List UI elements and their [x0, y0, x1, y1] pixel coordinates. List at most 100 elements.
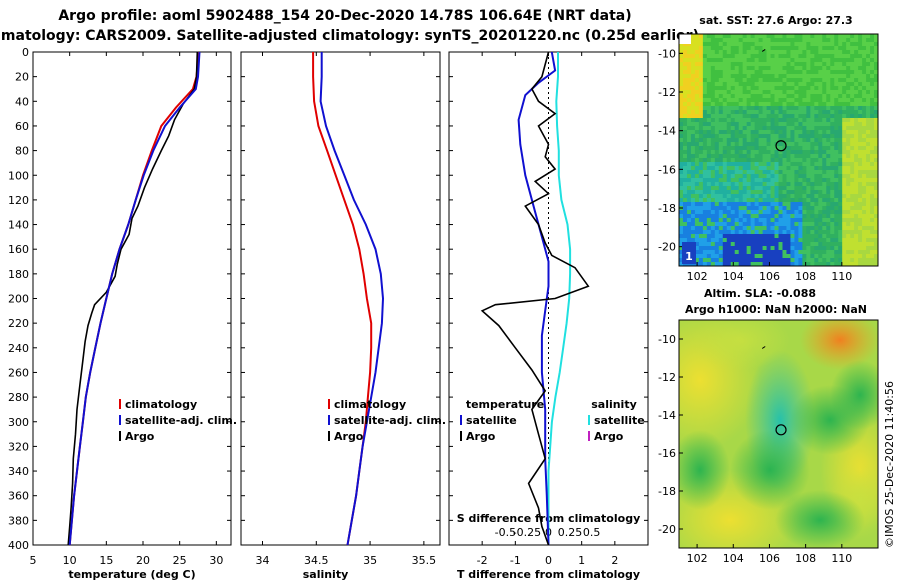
sst-cell: [726, 90, 732, 95]
sst-cell: [822, 118, 827, 123]
sst-cell: [822, 126, 827, 131]
sst-cell: [854, 162, 859, 167]
sst-cell: [810, 70, 815, 75]
sst-cell: [730, 94, 736, 99]
sst-cell: [814, 162, 819, 167]
sst-cell: [866, 154, 871, 159]
sst-cell: [866, 206, 871, 211]
sst-cell: [714, 230, 720, 235]
sst-cell: [826, 170, 831, 175]
sst-cell: [718, 74, 724, 79]
sst-cell: [770, 94, 775, 99]
sst-cell: [834, 94, 839, 99]
sst-cell: [742, 246, 748, 251]
sst-cell: [870, 102, 875, 107]
sst-cell: [846, 254, 851, 259]
sst-cell: [714, 194, 720, 199]
sst-cell: [679, 170, 684, 175]
sst-cell: [714, 114, 720, 119]
sst-cell: [854, 262, 859, 267]
sst-cell: [730, 194, 736, 199]
sst-cell: [702, 254, 708, 259]
difference-legend-salinity-title: salinity: [591, 398, 637, 411]
sst-cell: [694, 114, 700, 119]
sst-cell: [714, 186, 720, 191]
sst-cell: [846, 34, 851, 39]
sst-cell: [822, 230, 827, 235]
sst-cell: [754, 234, 759, 239]
sst-cell: [762, 226, 767, 231]
sst-cell: [842, 38, 847, 43]
sst-cell: [786, 74, 791, 79]
sst-cell: [770, 138, 775, 143]
sst-cell: [694, 86, 700, 91]
sst-cell: [726, 186, 732, 191]
sst-cell: [874, 262, 879, 267]
sst-cell: [730, 130, 736, 135]
sst-cell: [774, 42, 779, 47]
sst-cell: [698, 34, 704, 39]
sst-cell: [746, 242, 752, 247]
sst-cell: [814, 34, 819, 39]
sst-cell: [782, 250, 787, 255]
sst-cell: [790, 150, 795, 155]
sst-cell: [854, 198, 859, 203]
sst-cell: [782, 218, 787, 223]
sst-cell: [870, 46, 875, 51]
sst-cell: [750, 142, 756, 147]
sst-cell: [734, 238, 740, 243]
sst-cell: [746, 210, 752, 215]
sst-cell: [702, 194, 708, 199]
sst-cell: [854, 114, 859, 119]
sst-cell: [858, 218, 863, 223]
sst-cell: [742, 66, 748, 71]
sst-cell: [866, 190, 871, 195]
sst-cell: [802, 34, 807, 39]
sst-cell: [750, 78, 756, 83]
sst-cell: [702, 90, 708, 95]
sst-cell: [846, 226, 851, 231]
sst-cell: [730, 102, 736, 107]
sst-cell: [738, 194, 744, 199]
sst-cell: [682, 230, 688, 235]
sst-cell: [790, 262, 795, 267]
sst-cell: [802, 206, 807, 211]
sst-cell: [682, 102, 688, 107]
sst-cell: [866, 162, 871, 167]
sst-cell: [830, 98, 835, 103]
sst-cell: [858, 258, 863, 263]
sst-cell: [842, 82, 847, 87]
sst-cell: [874, 202, 879, 207]
sst-cell: [766, 58, 771, 63]
sst-cell: [750, 210, 756, 215]
sst-cell: [754, 254, 759, 259]
depth-tick-label: 320: [8, 440, 29, 453]
sst-cell: [770, 222, 775, 227]
sst-cell: [698, 130, 704, 135]
sst-cell: [710, 170, 716, 175]
sst-cell: [730, 114, 736, 119]
sst-cell: [794, 218, 799, 223]
sst-cell: [734, 198, 740, 203]
sst-cell: [830, 154, 835, 159]
sst-cell: [690, 78, 696, 83]
sst-cell: [846, 234, 851, 239]
sst-cell: [694, 222, 700, 227]
depth-tick-label: 380: [8, 514, 29, 527]
sst-cell: [842, 50, 847, 55]
sst-cell: [738, 254, 744, 259]
sst-cell: [834, 110, 839, 115]
sst-cell: [838, 118, 843, 123]
sst-cell: [862, 134, 867, 139]
sst-cell: [806, 58, 811, 63]
sst-cell: [734, 74, 740, 79]
sst-cell: [874, 214, 879, 219]
sst-cell: [838, 246, 843, 251]
sst-cell: [738, 218, 744, 223]
sst-cell: [874, 198, 879, 203]
sst-cell: [730, 74, 736, 79]
sst-cell: [750, 126, 756, 131]
sst-cell: [870, 158, 875, 163]
sst-cell: [718, 98, 724, 103]
sst-cell: [770, 210, 775, 215]
